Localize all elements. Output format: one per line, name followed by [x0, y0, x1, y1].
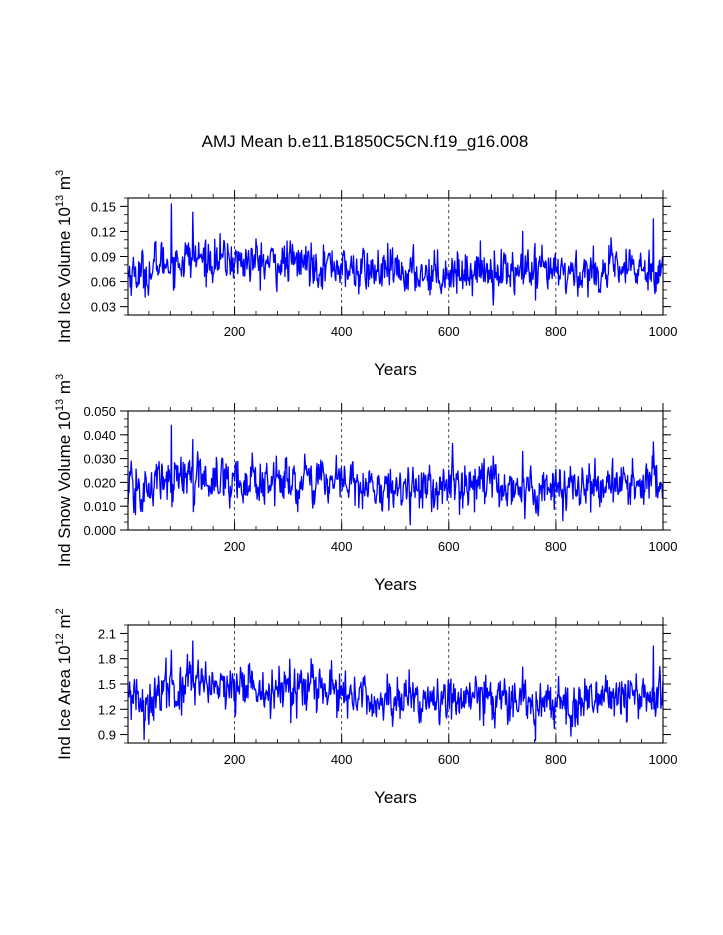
y-tick-label: 0.03: [91, 300, 116, 315]
chart-panel-1: 200 400 600 800 1000 0.03 0.06 0.09 0.12 0.15 Year…: [54, 170, 677, 379]
x-tick-label: 800: [545, 539, 567, 554]
x-tick-label: 200: [224, 752, 246, 767]
x-tick-label: 600: [438, 324, 460, 339]
y-tick-label: 1.8: [98, 652, 116, 667]
y-axis-label: Ind Ice Volume 1013 m3: [54, 170, 74, 343]
x-tick-label: 800: [545, 752, 567, 767]
x-tick-label: 200: [224, 324, 246, 339]
y-axis-label: Ind Snow Volume 1013 m3: [54, 374, 74, 567]
plot-frame: [127, 410, 664, 531]
y-tick-label: 0.06: [91, 275, 116, 290]
x-tick-label: 200: [224, 539, 246, 554]
x-tick-label: 400: [331, 752, 353, 767]
x-tick-label: 600: [438, 752, 460, 767]
series-line-1: [127, 203, 664, 306]
x-axis-label: Years: [374, 788, 417, 807]
y-tick-label: 1.5: [98, 677, 116, 692]
y-tick-label: 0.12: [91, 224, 116, 239]
y-axis-label: Ind Ice Area 1012 m2: [54, 608, 74, 760]
y-tick-label: 0.050: [83, 404, 116, 419]
y-tick-label: 0.09: [91, 250, 116, 265]
y-tick-label: 2.1: [98, 626, 116, 641]
y-tick-label: 0.030: [83, 452, 116, 467]
y-tick-label: 0.040: [83, 428, 116, 443]
x-tick-label: 1000: [649, 539, 678, 554]
series-line-2: [127, 424, 664, 526]
chart-panel-2: 200 400 600 800 1000 0.000 0.010 0.020 0.030 0.04…: [54, 374, 677, 594]
y-tick-label: 0.010: [83, 499, 116, 514]
x-axis-label: Years: [374, 575, 417, 594]
x-tick-label: 800: [545, 324, 567, 339]
x-tick-label: 1000: [649, 324, 678, 339]
y-tick-label: 1.2: [98, 702, 116, 717]
y-tick-label: 0.020: [83, 475, 116, 490]
x-tick-label: 600: [438, 539, 460, 554]
plot-frame: [127, 624, 664, 744]
x-tick-label: 400: [331, 324, 353, 339]
y-tick-label: 0.15: [91, 199, 116, 214]
y-tick-label: 0.000: [83, 523, 116, 538]
chart-panel-3: 200 400 600 800 1000 0.9 1.2 1.5 1.8 2.1 Years Ind …: [54, 608, 677, 807]
x-tick-label: 1000: [649, 752, 678, 767]
figure-title: AMJ Mean b.e11.B1850C5CN.f19_g16.008: [202, 132, 529, 151]
y-tick-label: 0.9: [98, 728, 116, 743]
x-tick-label: 400: [331, 539, 353, 554]
x-axis-label: Years: [374, 360, 417, 379]
series-line-3: [127, 640, 664, 742]
